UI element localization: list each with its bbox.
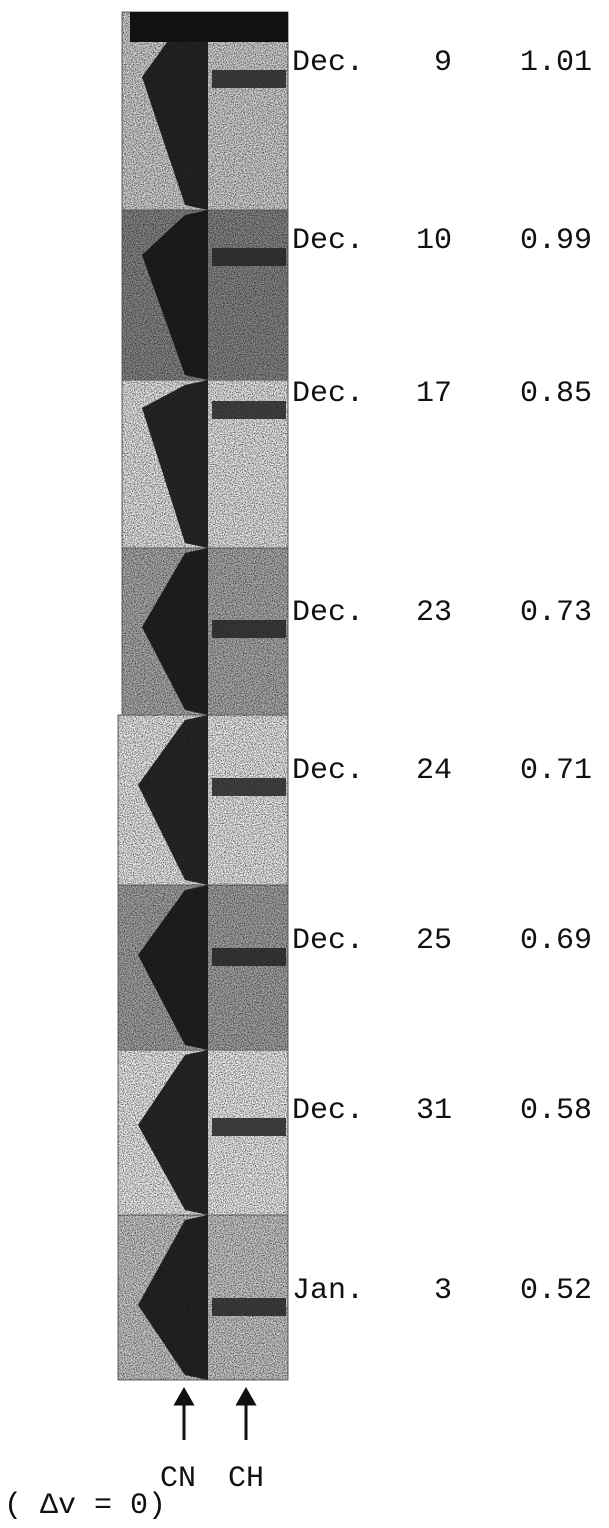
value: 0.73 (520, 596, 592, 630)
ch-band (212, 778, 286, 796)
ch-label: CH (228, 1462, 264, 1496)
month: Dec. (292, 224, 364, 258)
day: 23 (416, 596, 452, 630)
value: 0.52 (520, 1274, 592, 1308)
ch-band (212, 620, 286, 638)
strip-top (130, 12, 288, 42)
ch-band (212, 1298, 286, 1316)
value: 0.58 (520, 1094, 592, 1128)
day: 17 (416, 377, 452, 411)
month: Dec. (292, 377, 364, 411)
value: 0.71 (520, 754, 592, 788)
figure: Dec. 9 1.01 Dec. 10 0.99 Dec. 17 0.85 Dec. 23 0.73 D… (0, 0, 609, 1528)
ch-band (212, 248, 286, 266)
month: Dec. (292, 924, 364, 958)
day: 10 (416, 224, 452, 258)
value: 0.85 (520, 377, 592, 411)
day: 24 (416, 754, 452, 788)
month: Jan. (292, 1274, 364, 1308)
ch-band (212, 401, 286, 419)
spectra-strip: Dec. 9 1.01 Dec. 10 0.99 Dec. 17 0.85 Dec. 23 0.73 D… (118, 12, 592, 1380)
month: Dec. (292, 754, 364, 788)
month: Dec. (292, 1094, 364, 1128)
value: 0.69 (520, 924, 592, 958)
arrows (176, 1390, 254, 1440)
month: Dec. (292, 596, 364, 630)
note-label: ( Δv = 0) (4, 1489, 166, 1523)
ch-band (212, 1118, 286, 1136)
ch-band (212, 948, 286, 966)
day: 25 (416, 924, 452, 958)
value: 0.99 (520, 224, 592, 258)
day: 9 (434, 46, 452, 80)
day: 3 (434, 1274, 452, 1308)
ch-band (212, 70, 286, 88)
value: 1.01 (520, 46, 592, 80)
month: Dec. (292, 46, 364, 80)
day: 31 (416, 1094, 452, 1128)
